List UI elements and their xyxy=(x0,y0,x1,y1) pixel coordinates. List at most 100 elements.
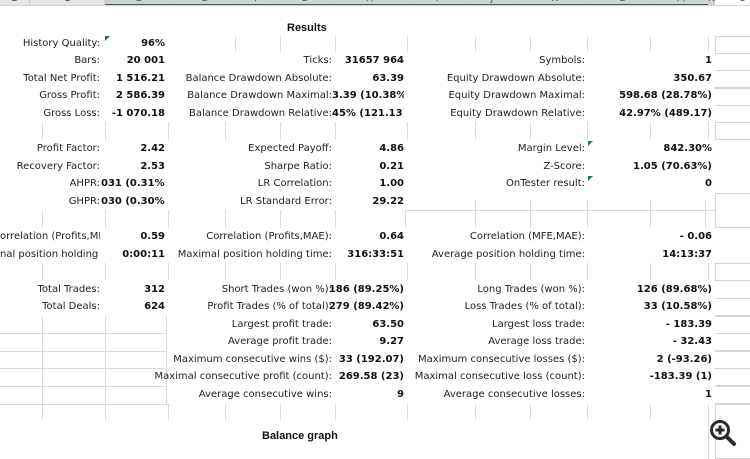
value-correlation-profits-mae: 0.64 xyxy=(379,231,404,242)
value-margin-level: 842.30% xyxy=(663,143,712,154)
zoom-in-icon xyxy=(710,420,736,446)
value-ticks: 31657 964 xyxy=(344,55,404,66)
column-header-row: B C D E F G H I J K L M N O xyxy=(0,0,750,6)
label-ghpr: GHPR: xyxy=(68,196,100,207)
value-largest-profit-trade: 63.50 xyxy=(372,319,404,330)
value-profit-trades: 279 (89.42%) xyxy=(328,301,404,312)
column-header-l[interactable]: L xyxy=(590,0,655,5)
balance-graph-title: Balance graph xyxy=(262,430,338,442)
column-header-d[interactable]: D xyxy=(105,0,175,5)
value-balance-drawdown-maximal: 3.39 (10.38%) xyxy=(332,90,404,101)
label-correlation-mfe-mae: Correlation (MFE,MAE): xyxy=(469,231,585,242)
column-header-e[interactable]: E xyxy=(175,0,235,5)
label-equity-drawdown-absolute: Equity Drawdown Absolute: xyxy=(446,73,585,84)
column-header-b[interactable]: B xyxy=(0,0,30,5)
value-correlation-profits-mfe: 0.59 xyxy=(140,231,165,242)
value-lr-standard-error: 29.22 xyxy=(372,196,404,207)
value-loss-trades: 33 (10.58%) xyxy=(643,301,712,312)
label-gross-loss: Gross Loss: xyxy=(43,108,100,119)
value-history-quality: 96% xyxy=(141,38,165,49)
label-profit-factor: Profit Factor: xyxy=(36,143,100,154)
label-ticks: Ticks: xyxy=(303,55,332,66)
value-lr-correlation: 1.00 xyxy=(379,178,404,189)
value-total-trades: 312 xyxy=(144,284,165,295)
label-bars: Bars: xyxy=(74,55,100,66)
label-short-trades: Short Trades (won %): xyxy=(221,284,332,295)
column-header-h[interactable]: H xyxy=(330,0,410,5)
value-average-consecutive-wins: 9 xyxy=(397,389,404,400)
label-loss-trades: Loss Trades (% of total): xyxy=(464,301,585,312)
label-long-trades: Long Trades (won %): xyxy=(477,284,585,295)
label-max-consecutive-profit: Maximal consecutive profit (count): xyxy=(154,371,332,382)
label-lr-correlation: LR Correlation: xyxy=(257,178,332,189)
label-average-loss-trade: Average loss trade: xyxy=(488,336,585,347)
column-header-j[interactable]: J xyxy=(465,0,520,5)
label-margin-level: Margin Level: xyxy=(517,143,585,154)
value-equity-drawdown-relative: 42.97% (489.17) xyxy=(619,108,712,119)
label-total-net-profit: Total Net Profit: xyxy=(23,73,100,84)
comment-marker xyxy=(588,141,593,146)
value-max-consecutive-losses: 2 (-93.26) xyxy=(656,354,712,365)
value-sharpe-ratio: 0.21 xyxy=(379,161,404,172)
label-gross-profit: Gross Profit: xyxy=(39,90,100,101)
column-header-k[interactable]: K xyxy=(520,0,590,5)
value-total-net-profit: 1 516.21 xyxy=(115,73,165,84)
label-lr-standard-error: LR Standard Error: xyxy=(240,196,332,207)
value-balance-drawdown-absolute: 63.39 xyxy=(372,73,404,84)
zoom-in-button[interactable] xyxy=(708,418,738,448)
label-sharpe-ratio: Sharpe Ratio: xyxy=(264,161,332,172)
label-equity-drawdown-relative: Equity Drawdown Relative: xyxy=(450,108,585,119)
label-ontester-result: OnTester result: xyxy=(505,178,585,189)
value-average-consecutive-losses: 1 xyxy=(705,389,712,400)
value-profit-factor: 2.42 xyxy=(140,143,165,154)
label-balance-drawdown-absolute: Balance Drawdown Absolute: xyxy=(185,73,332,84)
label-profit-trades: Profit Trades (% of total): xyxy=(207,301,332,312)
value-short-trades: 186 (89.25%) xyxy=(328,284,404,295)
comment-marker xyxy=(588,176,593,181)
column-header-f[interactable]: F xyxy=(235,0,280,5)
label-balance-drawdown-relative: Balance Drawdown Relative: xyxy=(188,108,332,119)
column-header-o[interactable]: O xyxy=(715,0,750,5)
value-ontester-result: 0 xyxy=(705,178,712,189)
label-balance-drawdown-maximal: Balance Drawdown Maximal: xyxy=(187,90,332,101)
value-z-score: 1.05 (70.63%) xyxy=(633,161,712,172)
value-equity-drawdown-maximal: 598.68 (28.78%) xyxy=(619,90,712,101)
label-z-score: Z-Score: xyxy=(543,161,585,172)
comment-marker xyxy=(105,36,110,41)
value-average-position-holding-time: 14:13:37 xyxy=(662,249,712,260)
value-equity-drawdown-absolute: 350.67 xyxy=(673,73,712,84)
value-ahpr: 031 (0.31%) xyxy=(101,178,165,189)
value-symbols: 1 xyxy=(705,55,712,66)
column-header-m[interactable]: M xyxy=(655,0,708,5)
value-maximal-position-holding-time: 316:33:51 xyxy=(347,249,404,260)
label-largest-profit-trade: Largest profit trade: xyxy=(231,319,332,330)
column-header-i[interactable]: I xyxy=(410,0,465,5)
column-header-g[interactable]: G xyxy=(280,0,330,5)
label-max-consecutive-loss: Maximal consecutive loss (count): xyxy=(414,371,585,382)
label-symbols: Symbols: xyxy=(539,55,585,66)
value-gross-loss: -1 070.18 xyxy=(111,108,165,119)
label-average-profit-trade: Average profit trade: xyxy=(227,336,332,347)
value-ghpr: 030 (0.30%) xyxy=(101,196,165,207)
value-average-loss-trade: - 32.43 xyxy=(672,336,712,347)
value-gross-profit: 2 586.39 xyxy=(115,90,165,101)
column-header-n[interactable]: N xyxy=(708,0,715,5)
value-recovery-factor: 2.53 xyxy=(140,161,165,172)
label-expected-payoff: Expected Payoff: xyxy=(248,143,332,154)
value-max-consecutive-loss: -183.39 (1) xyxy=(649,371,712,382)
label-equity-drawdown-maximal: Equity Drawdown Maximal: xyxy=(448,90,585,101)
label-max-consecutive-losses: Maximum consecutive losses ($): xyxy=(418,354,585,365)
value-max-consecutive-profit: 269.58 (23) xyxy=(338,371,404,382)
value-total-deals: 624 xyxy=(144,301,165,312)
column-header-c[interactable]: C xyxy=(30,0,105,5)
label-average-consecutive-losses: Average consecutive losses: xyxy=(443,389,585,400)
value-long-trades: 126 (89.68%) xyxy=(636,284,712,295)
label-total-deals: Total Deals: xyxy=(42,301,100,312)
value-expected-payoff: 4.86 xyxy=(379,143,404,154)
label-average-consecutive-wins: Average consecutive wins: xyxy=(198,389,332,400)
report-title: Results xyxy=(287,22,327,34)
label-recovery-factor: Recovery Factor: xyxy=(16,161,100,172)
label-maximal-position-holding-time: Maximal position holding time: xyxy=(177,249,332,260)
label-history-quality: History Quality: xyxy=(22,38,100,49)
value-bars: 20 001 xyxy=(126,55,165,66)
